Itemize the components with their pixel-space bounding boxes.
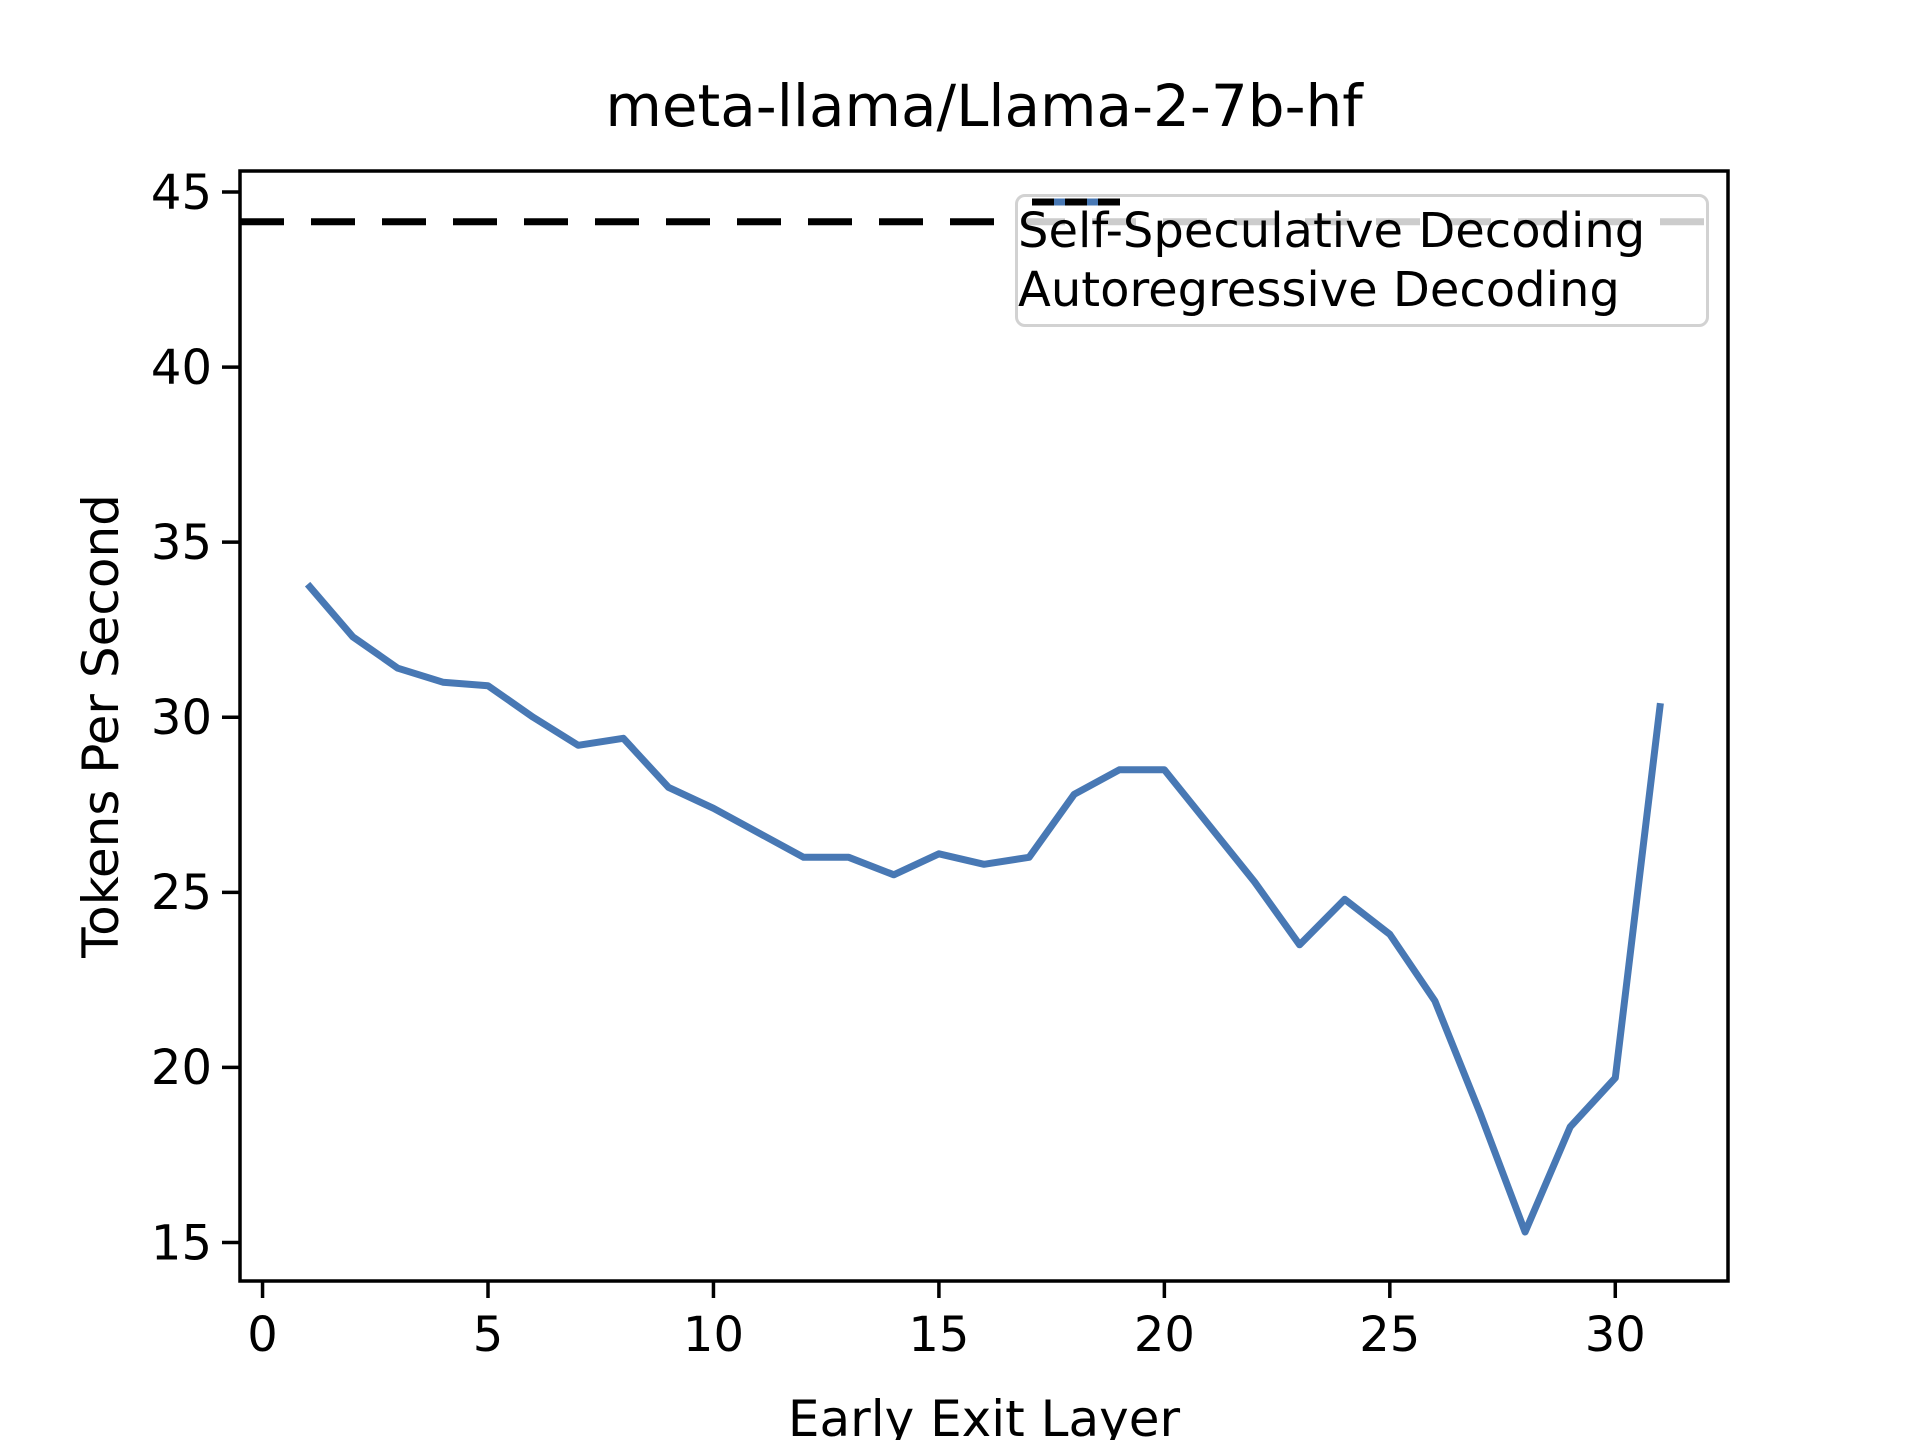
x-tick-label: 10 [683, 1307, 744, 1363]
y-tick-label: 30 [151, 690, 212, 746]
x-tick-label: 5 [473, 1307, 504, 1363]
self-speculative-decoding-line [304, 581, 1664, 1236]
x-axis-label: Early Exit Layer [787, 1390, 1181, 1440]
chart-title: meta-llama/Llama-2-7b-hf [605, 72, 1363, 140]
legend-label-autoregressive: Autoregressive Decoding [1018, 262, 1620, 319]
x-tick-label: 0 [247, 1307, 278, 1363]
y-tick-label: 45 [151, 165, 212, 221]
y-tick-label: 15 [151, 1215, 212, 1271]
y-tick-label: 40 [151, 340, 212, 396]
x-tick-label: 20 [1134, 1307, 1195, 1363]
legend: Self-Speculative Decoding Autoregressive… [1015, 194, 1709, 327]
legend-entry-autoregressive: Autoregressive Decoding [1018, 198, 1706, 319]
x-tick-label: 30 [1585, 1307, 1646, 1363]
y-tick-label: 25 [151, 865, 212, 921]
legend-entry-self-speculative: Self-Speculative Decoding [1018, 198, 1706, 259]
axes-spines [238, 169, 1730, 1283]
dashed-line-sample-icon [1032, 198, 1120, 206]
y-axis-label: Tokens Per Second [72, 494, 130, 958]
x-tick-label: 25 [1359, 1307, 1420, 1363]
y-tick-label: 35 [151, 515, 212, 571]
x-tick-label: 15 [908, 1307, 969, 1363]
legend-label-self-speculative: Self-Speculative Decoding [1018, 202, 1646, 259]
y-tick-label: 20 [151, 1040, 212, 1096]
